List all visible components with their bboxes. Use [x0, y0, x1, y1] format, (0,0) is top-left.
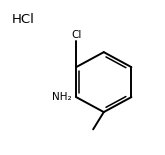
Text: NH₂: NH₂ [52, 92, 72, 102]
Text: HCl: HCl [12, 13, 35, 26]
Text: Cl: Cl [71, 30, 81, 40]
